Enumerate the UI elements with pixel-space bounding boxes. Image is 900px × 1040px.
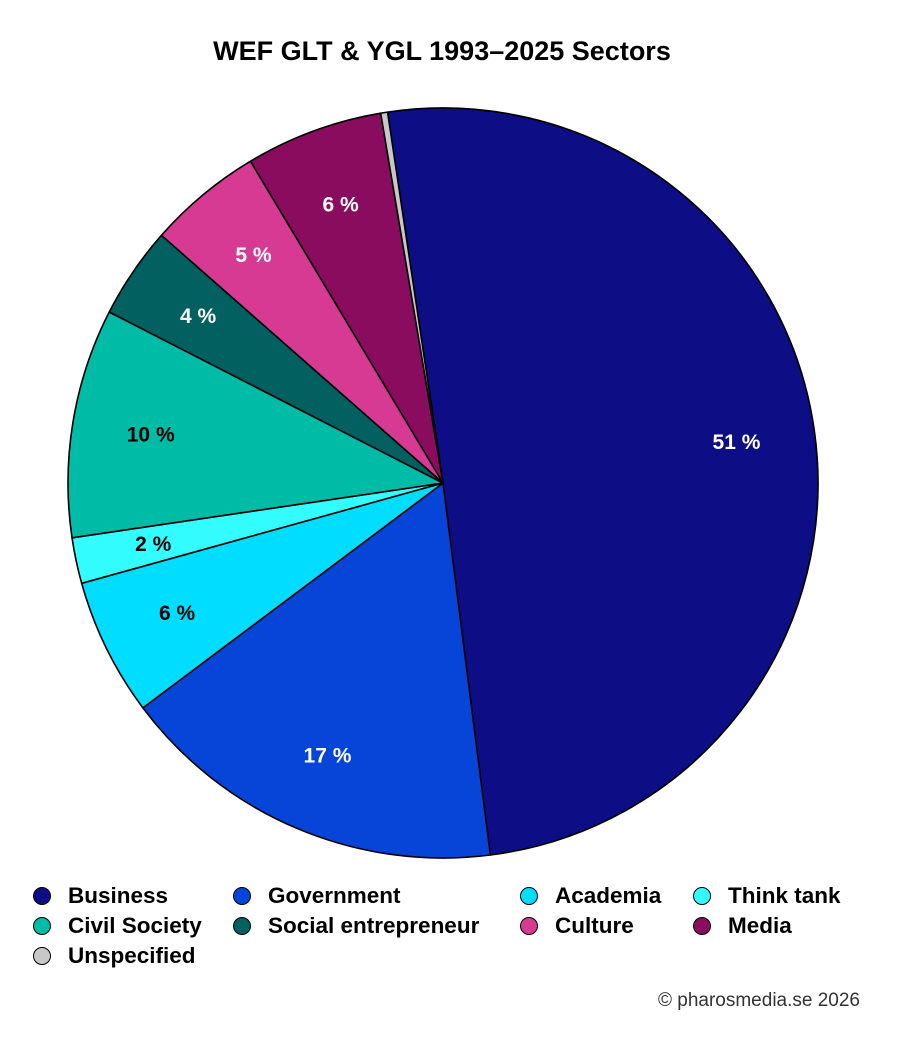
slice-label-business: 51 % <box>713 431 761 454</box>
legend-label-culture: Culture <box>555 913 634 938</box>
legend-item-think-tank: Think tank <box>690 881 841 911</box>
legend-item-media: Media <box>690 911 792 941</box>
legend-item-academia: Academia <box>517 881 661 911</box>
legend-item-civil-society: Civil Society <box>30 911 202 941</box>
legend-label-unspecified: Unspecified <box>68 943 196 968</box>
legend-item-unspecified: Unspecified <box>30 941 196 971</box>
legend-item-culture: Culture <box>517 911 634 941</box>
legend-label-media: Media <box>728 913 792 938</box>
slice-label-government: 17 % <box>304 744 352 767</box>
legend-label-business: Business <box>68 883 169 908</box>
slice-label-academia: 6 % <box>159 602 196 625</box>
legend-swatch-culture <box>520 917 538 935</box>
slice-label-social-entrepreneur: 4 % <box>180 305 217 328</box>
pie-slice-academia <box>80 482 444 709</box>
copyright-credit: © pharosmedia.se 2026 <box>657 990 860 1011</box>
pie-slice-business <box>386 107 819 856</box>
slice-label-civil-society: 10 % <box>127 423 175 446</box>
slice-label-culture: 5 % <box>235 244 272 267</box>
legend-swatch-think-tank <box>693 887 711 905</box>
pie-slice-civil-society <box>67 311 444 539</box>
pie-chart: 51 % 17 % 6 % 2 % 10 % 4 % 5 % 6 % <box>67 107 819 859</box>
pie-slice-unspecified <box>379 111 444 484</box>
legend-swatch-social-entrepreneur <box>233 917 251 935</box>
legend-swatch-business <box>33 887 51 905</box>
legend-swatch-academia <box>520 887 538 905</box>
legend-swatch-unspecified <box>33 947 51 965</box>
legend-swatch-government <box>233 887 251 905</box>
legend-swatch-civil-society <box>33 917 51 935</box>
chart-title: WEF GLT & YGL 1993–2025 Sectors <box>213 36 671 66</box>
legend-item-social-entrepreneur: Social entrepreneur <box>230 911 479 941</box>
legend-label-academia: Academia <box>555 883 662 908</box>
legend-item-government: Government <box>230 881 401 911</box>
legend-label-think-tank: Think tank <box>728 883 841 908</box>
legend-swatch-media <box>693 917 711 935</box>
legend-item-business: Business <box>30 881 168 911</box>
legend-label-civil-society: Civil Society <box>68 913 202 938</box>
legend-label-social-entrepreneur: Social entrepreneur <box>268 913 480 938</box>
pie-slice-government <box>142 482 492 859</box>
slice-label-think-tank: 2 % <box>135 533 172 556</box>
slice-label-media: 6 % <box>322 194 359 217</box>
pie-slice-media <box>249 112 444 484</box>
legend-label-government: Government <box>268 883 401 908</box>
